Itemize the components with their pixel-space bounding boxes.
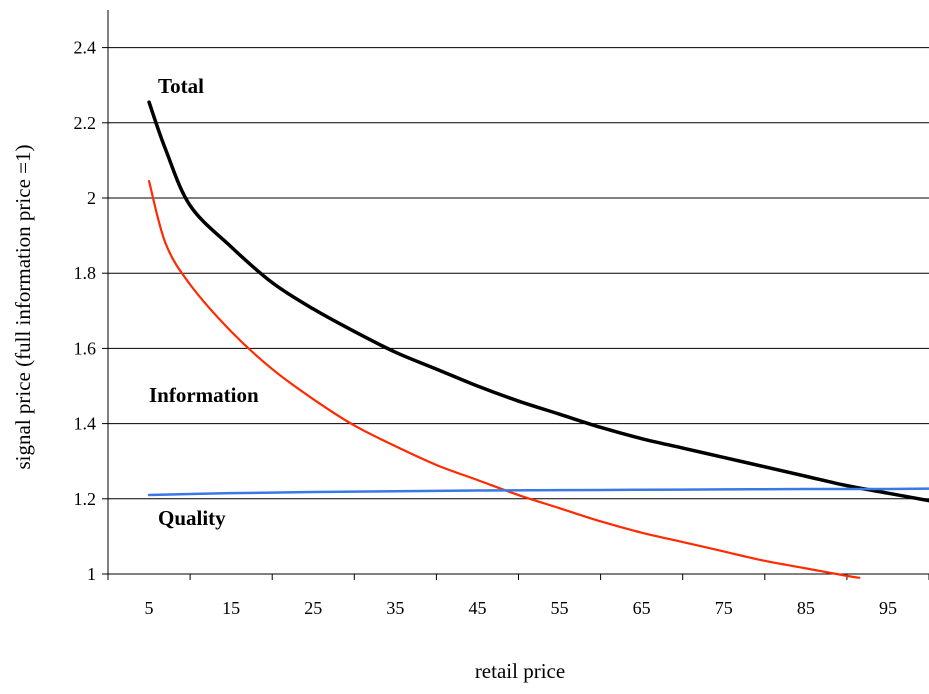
x-tick-label: 35 bbox=[386, 598, 404, 618]
x-tick-label: 75 bbox=[715, 598, 733, 618]
series-line-quality bbox=[149, 489, 929, 495]
y-tick-label: 1.8 bbox=[74, 263, 97, 283]
y-axis-title: signal price (full information price =1) bbox=[11, 145, 35, 470]
y-tick-label: 2.4 bbox=[74, 38, 97, 58]
y-tick-label: 1.4 bbox=[74, 414, 97, 434]
series-label-total: Total bbox=[158, 74, 204, 98]
x-tick-label: 95 bbox=[879, 598, 897, 618]
x-tick-label: 15 bbox=[222, 598, 240, 618]
x-tick-label: 65 bbox=[633, 598, 651, 618]
x-tick-label: 25 bbox=[304, 598, 322, 618]
y-tick-label: 2 bbox=[87, 188, 96, 208]
series-lines bbox=[149, 102, 929, 578]
y-tick-label: 1.2 bbox=[74, 489, 97, 509]
series-label-information: Information bbox=[149, 383, 259, 407]
x-tick-label: 45 bbox=[468, 598, 486, 618]
series-line-information bbox=[149, 181, 859, 578]
y-tick-label: 1 bbox=[87, 564, 96, 584]
series-label-quality: Quality bbox=[158, 506, 226, 530]
x-tick-label: 5 bbox=[145, 598, 154, 618]
y-tick-label: 2.2 bbox=[74, 113, 97, 133]
gridlines bbox=[108, 48, 929, 499]
x-tick-label: 55 bbox=[551, 598, 569, 618]
x-tick-label: 85 bbox=[797, 598, 815, 618]
series-line-total bbox=[149, 102, 929, 501]
x-axis-title: retail price bbox=[475, 659, 565, 683]
y-tick-label: 1.6 bbox=[74, 338, 97, 358]
